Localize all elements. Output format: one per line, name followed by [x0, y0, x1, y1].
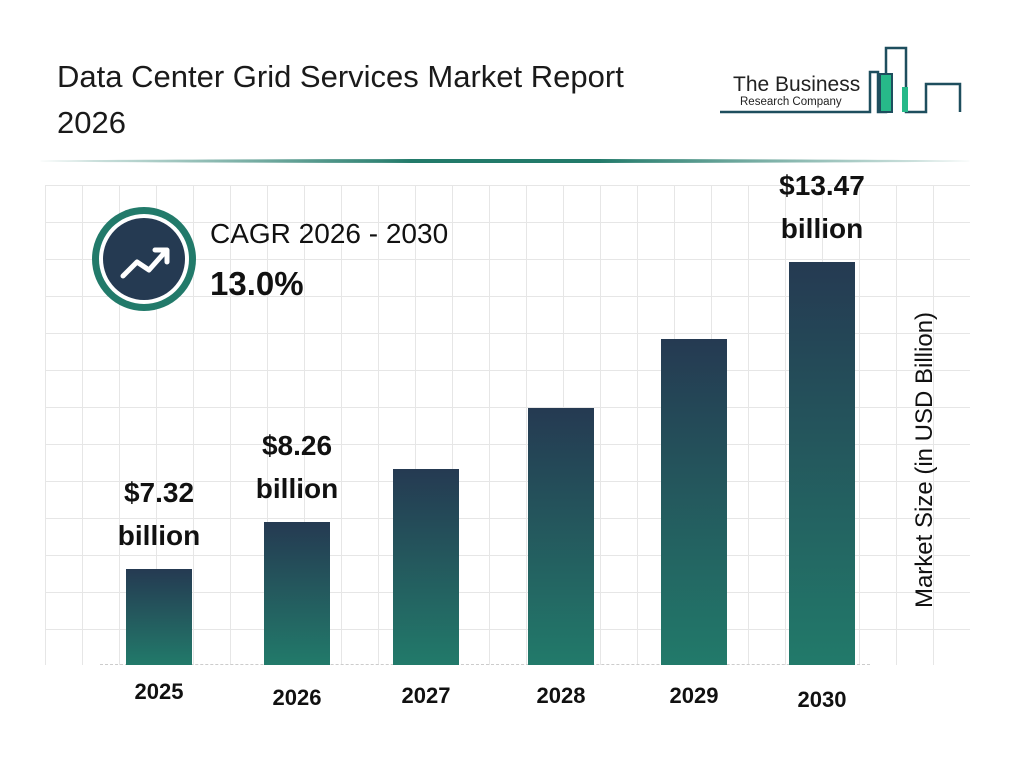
x-tick-label: 2029: [669, 683, 719, 708]
data-label-unit: billion: [255, 473, 339, 504]
company-logo: The Business Research Company: [720, 40, 970, 120]
x-tick-label: 2026: [272, 685, 322, 710]
bar-2029: [661, 339, 727, 665]
bar-2030: [789, 261, 855, 665]
bar-2028: [528, 407, 594, 665]
x-tick-label: 2028: [536, 683, 586, 708]
header-divider: [40, 159, 970, 163]
data-label: $8.26 billion: [227, 424, 367, 510]
bar-2027: [393, 468, 459, 665]
data-label: $7.32 billion: [89, 471, 229, 557]
bar-2025: [126, 569, 192, 665]
data-label-value: $13.47: [779, 169, 865, 201]
data-label-unit: billion: [117, 520, 201, 551]
x-tick-label: 2025: [134, 679, 184, 704]
cagr-label: CAGR 2026 - 2030: [210, 218, 449, 249]
data-label: $13.47 billion: [752, 164, 892, 250]
cagr-value: 13.0%: [210, 265, 304, 302]
data-label-value: $8.26: [261, 430, 333, 461]
bar-2026: [264, 522, 330, 665]
logo-buildings-icon: [720, 46, 962, 114]
data-label-value: $7.32: [123, 477, 195, 508]
x-tick-label: 2027: [401, 683, 451, 708]
cagr-badge: [92, 207, 196, 311]
trending-up-icon: [120, 247, 170, 279]
logo-text-main: The Business: [733, 73, 861, 96]
y-axis-label: Market Size (in USD Billion): [911, 311, 938, 609]
data-label-unit: billion: [780, 212, 864, 244]
x-axis-baseline: [100, 664, 870, 665]
x-tick-label: 2030: [797, 687, 847, 712]
logo-text-sub: Research Company: [740, 96, 842, 108]
page-title: Data Center Grid Services Market Report …: [57, 59, 624, 140]
